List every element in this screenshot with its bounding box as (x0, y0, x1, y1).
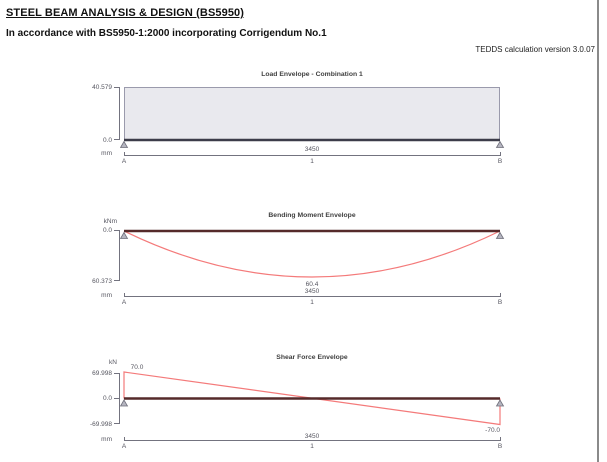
moment-envelope-curve (123, 230, 501, 278)
moment-ybottom-label: 60.373 (92, 278, 112, 285)
load-envelope-plot (120, 87, 505, 148)
load-span-label: 3450 (304, 146, 320, 153)
shear-ymid-label: 0.0 (102, 395, 112, 402)
support-b-icon (495, 399, 505, 407)
shear-yaxis-zero-tick (114, 398, 119, 399)
shear-ytop-label: 69.998 (92, 370, 112, 377)
moment-xunit-label: mm (101, 292, 112, 299)
load-node-mid: 1 (310, 158, 314, 165)
shear-start-value-label: 70.0 (130, 364, 144, 371)
load-node-b: B (497, 158, 503, 165)
support-b-icon (495, 231, 505, 239)
moment-node-b: B (497, 299, 503, 306)
moment-chart-title: Bending Moment Envelope (268, 212, 356, 219)
shear-envelope-plot (120, 371, 505, 426)
version-note: TEDDS calculation version 3.0.07 (475, 45, 595, 54)
support-a-icon (120, 140, 129, 148)
support-b-icon (495, 140, 505, 148)
moment-node-a: A (121, 299, 127, 306)
shear-dimension-line (124, 437, 501, 441)
shear-xunit-label: mm (101, 436, 112, 443)
shear-chart-title: Shear Force Envelope (276, 354, 348, 361)
moment-yunit-label: kNm (103, 218, 117, 225)
moment-peak-label: 60.4 (305, 281, 319, 288)
load-yaxis-bracket (114, 87, 120, 140)
support-a-icon (120, 231, 129, 239)
shear-yunit-label: kN (109, 359, 117, 366)
document-subtitle: In accordance with BS5950-1:2000 incorpo… (6, 28, 327, 39)
moment-yaxis-bracket (114, 230, 120, 281)
shear-end-value-label: -70.0 (485, 427, 500, 434)
load-xunit-label: mm (101, 150, 112, 157)
load-ymax-label: 40.579 (92, 84, 112, 91)
load-dimension-line (124, 152, 501, 156)
load-block (124, 87, 500, 141)
shear-ybottom-label: -69.998 (89, 421, 112, 428)
support-a-icon (120, 399, 129, 407)
page-right-border (597, 0, 599, 462)
moment-dimension-line (124, 293, 501, 297)
shear-node-a: A (121, 443, 127, 450)
moment-envelope-plot (120, 229, 505, 278)
moment-span-label: 3450 (304, 288, 320, 295)
shear-span-label: 3450 (304, 433, 320, 440)
moment-node-mid: 1 (310, 299, 314, 306)
load-ymin-label: 0.0 (102, 137, 112, 144)
moment-ytop-label: 0.0 (102, 227, 112, 234)
shear-yaxis-bracket (114, 373, 120, 424)
shear-node-b: B (497, 443, 503, 450)
load-node-a: A (121, 158, 127, 165)
document-title: STEEL BEAM ANALYSIS & DESIGN (BS5950) (6, 7, 245, 19)
shear-node-mid: 1 (310, 443, 314, 450)
load-chart-title: Load Envelope - Combination 1 (261, 71, 363, 78)
